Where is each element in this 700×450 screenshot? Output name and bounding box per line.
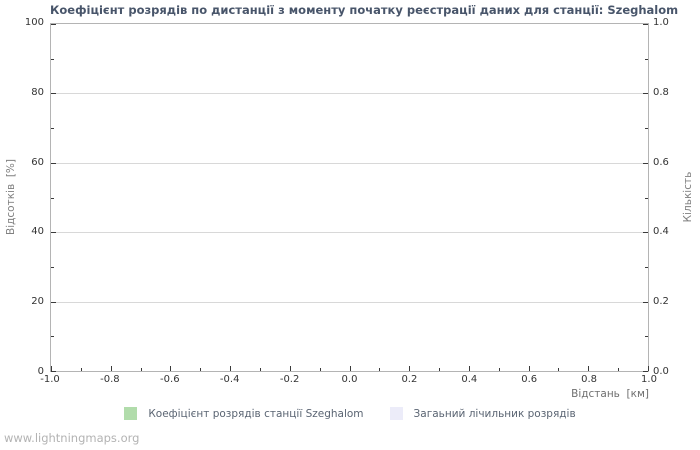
tick-label: -0.2 xyxy=(279,374,300,385)
legend-label: Коефіцієнт розрядів станції Szeghalom xyxy=(148,407,364,420)
axis-tick xyxy=(588,366,590,371)
tick-label: 0.2 xyxy=(401,374,418,385)
axis-tick xyxy=(110,366,112,371)
tick-label: 0.4 xyxy=(461,374,478,385)
axis-tick xyxy=(643,301,648,303)
axis-tick xyxy=(349,366,351,371)
tick-label: 0.0 xyxy=(341,374,358,385)
axis-minor-tick xyxy=(140,368,142,371)
axis-minor-tick xyxy=(51,128,54,130)
axis-tick xyxy=(468,366,470,371)
tick-label: 1.0 xyxy=(641,374,657,385)
axis-minor-tick xyxy=(51,197,54,199)
axis-tick xyxy=(643,162,648,164)
axis-minor-tick xyxy=(498,368,500,371)
axis-tick xyxy=(51,301,56,303)
tick-label: 100 xyxy=(24,17,44,28)
axis-minor-tick xyxy=(645,128,648,130)
axis-tick xyxy=(643,371,648,372)
axis-minor-tick xyxy=(319,368,321,371)
axis-tick xyxy=(51,232,56,234)
gridline xyxy=(51,301,648,303)
legend-label: Загаьний лічильник розрядів xyxy=(413,407,576,420)
axis-tick xyxy=(170,366,172,371)
axis-minor-tick xyxy=(645,197,648,199)
tick-label: 80 xyxy=(31,86,44,98)
gridline xyxy=(51,232,648,234)
tick-label: 20 xyxy=(31,296,44,308)
axis-tick xyxy=(51,162,56,164)
axis-minor-tick xyxy=(259,368,261,371)
tick-label: 0 xyxy=(37,366,44,377)
axis-tick xyxy=(230,366,232,371)
axis-tick xyxy=(51,93,56,95)
axis-minor-tick xyxy=(379,368,381,371)
tick-label: -0.6 xyxy=(160,374,180,385)
tick-label: 40 xyxy=(31,226,44,238)
axis-minor-tick xyxy=(51,58,54,60)
axis-minor-tick xyxy=(439,368,441,371)
axis-tick xyxy=(409,366,411,371)
tick-label: 0.6 xyxy=(653,156,669,168)
axis-minor-tick xyxy=(645,336,648,338)
legend-item-station-coefficient: Коефіцієнт розрядів станції Szeghalom xyxy=(124,407,364,420)
legend-item-total-counter: Загаьний лічильник розрядів xyxy=(389,407,576,420)
axis-tick xyxy=(289,366,291,371)
x-axis-tick-labels: -1.0 -0.8 -0.6 -0.4 -0.2 0.0 0.2 0.4 0.6… xyxy=(40,374,657,387)
axis-minor-tick xyxy=(645,58,648,60)
axis-tick xyxy=(648,366,649,371)
tick-label: 0.2 xyxy=(653,296,669,308)
tick-label: 0.4 xyxy=(653,226,669,238)
right-axis-tick-labels: 1.0 0.8 0.6 0.4 0.2 0.0 xyxy=(653,18,697,377)
tick-label: 60 xyxy=(31,156,44,168)
axis-tick xyxy=(51,366,52,371)
gridline xyxy=(51,162,648,164)
axis-minor-tick xyxy=(80,368,82,371)
axis-minor-tick xyxy=(645,266,648,268)
x-axis-title: Відстань [км] xyxy=(571,388,649,400)
axis-minor-tick xyxy=(558,368,560,371)
axis-tick xyxy=(51,371,56,372)
chart-title: Коефіцієнт розрядів по дистанції з момен… xyxy=(50,3,679,17)
left-axis-title: Відсотків [%] xyxy=(5,159,17,235)
axis-minor-tick xyxy=(51,266,54,268)
left-axis-tick-labels: 100 80 60 40 20 0 xyxy=(0,18,44,377)
tick-label: 0.8 xyxy=(653,86,669,98)
tick-label: 0.0 xyxy=(653,366,669,377)
axis-tick xyxy=(643,232,648,234)
axis-minor-tick xyxy=(51,336,54,338)
legend-swatch-lavender xyxy=(389,407,403,420)
tick-label: 1.0 xyxy=(653,17,669,28)
watermark-link[interactable]: www.lightningmaps.org xyxy=(4,431,140,445)
legend-swatch-green xyxy=(124,407,138,420)
axis-minor-tick xyxy=(200,368,202,371)
tick-label: 0.6 xyxy=(521,374,538,385)
tick-label: -0.8 xyxy=(100,374,120,385)
axis-minor-tick xyxy=(618,368,620,371)
axis-tick xyxy=(643,24,648,25)
tick-label: -0.4 xyxy=(219,374,240,385)
axis-tick xyxy=(643,93,648,95)
gridline xyxy=(51,93,648,95)
tick-label: -1.0 xyxy=(40,374,60,385)
right-axis-title: Кількість xyxy=(682,171,694,223)
axis-tick xyxy=(51,24,56,25)
plot-area xyxy=(50,23,649,372)
tick-label: 0.8 xyxy=(581,374,598,385)
legend: Коефіцієнт розрядів станції Szeghalom За… xyxy=(0,407,700,420)
axis-tick xyxy=(528,366,530,371)
